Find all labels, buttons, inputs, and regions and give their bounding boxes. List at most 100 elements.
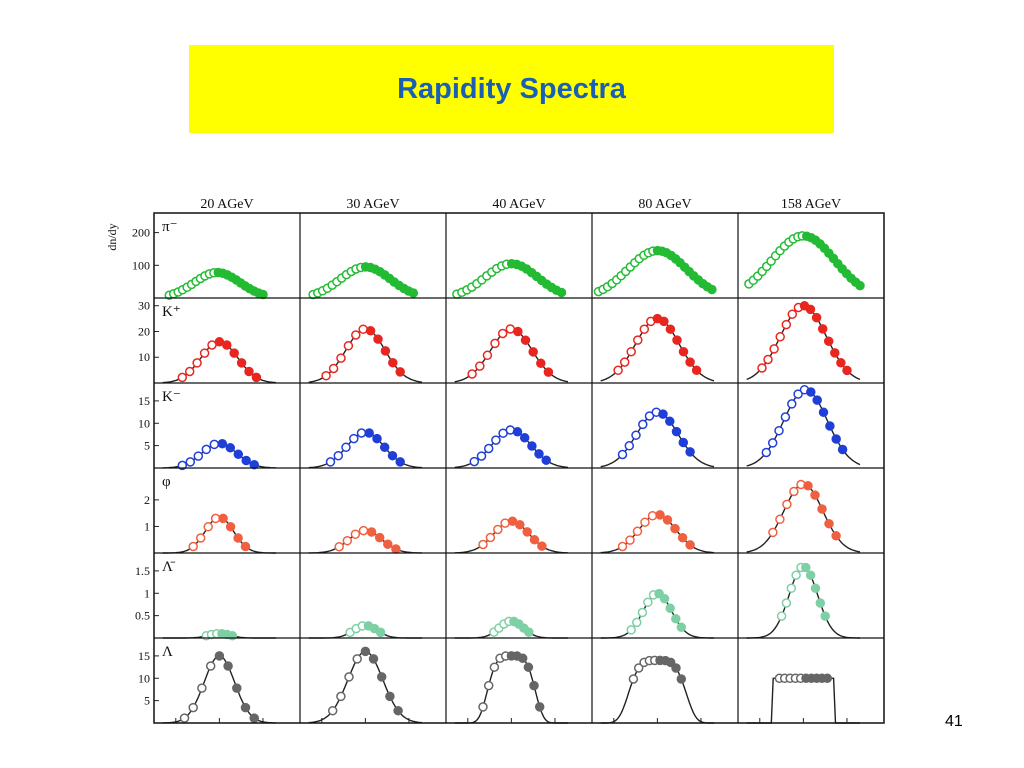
data-point — [659, 594, 670, 604]
data-point — [467, 369, 477, 379]
data-point — [787, 399, 797, 409]
data-point — [637, 607, 648, 618]
data-point — [761, 447, 772, 458]
data-point — [789, 486, 799, 497]
data-point — [524, 627, 534, 637]
y-tick-label: 5 — [144, 439, 150, 453]
data-point — [513, 326, 523, 337]
data-point — [822, 673, 833, 684]
data-point — [349, 433, 359, 444]
y-tick-label: 10 — [138, 350, 150, 364]
data-point — [478, 702, 488, 712]
data-point — [325, 457, 336, 467]
data-point — [222, 340, 232, 350]
data-point — [233, 533, 243, 543]
data-point — [485, 532, 496, 543]
data-point — [775, 514, 785, 525]
data-point — [825, 421, 835, 431]
y-tick-label: 30 — [138, 299, 150, 313]
data-point — [780, 412, 791, 422]
particle-label: Λ̄ — [162, 559, 176, 575]
data-point — [774, 425, 784, 436]
data-point — [383, 539, 393, 549]
particle-label: K⁻ — [162, 389, 181, 405]
data-point — [691, 365, 702, 376]
data-point — [670, 523, 680, 534]
data-point — [626, 625, 636, 635]
data-point — [192, 358, 202, 368]
data-point — [334, 541, 344, 552]
data-point — [217, 438, 228, 449]
data-point — [408, 288, 419, 298]
data-point — [515, 519, 525, 530]
data-point — [385, 691, 395, 702]
data-point — [541, 455, 551, 465]
slide-title: Rapidity Spectra — [397, 72, 626, 105]
data-point — [356, 428, 367, 438]
data-point — [537, 541, 547, 551]
data-point — [617, 449, 628, 460]
data-point — [225, 443, 236, 453]
data-point — [805, 570, 816, 580]
data-point — [658, 409, 668, 419]
particle-label: Λ — [162, 644, 173, 660]
data-point — [483, 680, 494, 691]
data-point — [815, 598, 826, 608]
data-point — [640, 517, 650, 527]
data-point — [387, 450, 398, 461]
data-point — [395, 367, 405, 377]
data-point — [662, 515, 673, 525]
data-point — [665, 603, 675, 614]
data-point — [767, 438, 778, 448]
data-point — [820, 611, 830, 621]
data-point — [803, 481, 813, 491]
data-point — [810, 490, 820, 500]
data-point — [251, 372, 262, 383]
data-point — [855, 280, 865, 291]
data-point — [527, 441, 537, 451]
y-tick-label: 200 — [132, 226, 150, 240]
data-point — [203, 522, 213, 532]
data-point — [249, 459, 259, 470]
data-point — [763, 354, 773, 365]
data-point — [556, 287, 567, 298]
particle-label: K⁺ — [162, 304, 181, 320]
data-point — [685, 447, 695, 457]
data-point — [188, 541, 198, 552]
data-point — [626, 346, 636, 357]
data-point — [665, 324, 676, 334]
column-header: 20 AGeV — [200, 197, 253, 212]
data-point — [805, 304, 816, 315]
data-point — [628, 674, 639, 684]
data-point — [327, 705, 338, 716]
data-point — [258, 289, 268, 300]
data-point — [632, 617, 642, 628]
data-point — [240, 541, 251, 552]
data-point — [232, 683, 242, 693]
data-point — [812, 395, 822, 405]
data-point — [225, 522, 236, 532]
data-point — [534, 449, 544, 459]
data-point — [787, 309, 798, 319]
data-point — [475, 361, 485, 371]
data-point — [491, 435, 501, 445]
data-point — [342, 535, 353, 546]
data-point — [842, 365, 852, 376]
data-point — [643, 597, 653, 607]
data-point — [823, 336, 834, 346]
data-point — [374, 532, 385, 543]
data-point — [350, 529, 361, 539]
data-point — [249, 713, 259, 723]
data-point — [199, 348, 210, 358]
data-point — [633, 663, 644, 673]
y-tick-label: 20 — [138, 324, 150, 338]
data-point — [639, 324, 650, 334]
data-point — [633, 335, 643, 345]
data-point — [240, 702, 251, 713]
data-point — [358, 525, 369, 536]
data-point — [534, 702, 545, 712]
data-point — [613, 365, 623, 376]
data-point — [685, 357, 695, 367]
y-tick-label: 2 — [144, 493, 150, 507]
data-point — [655, 510, 665, 520]
